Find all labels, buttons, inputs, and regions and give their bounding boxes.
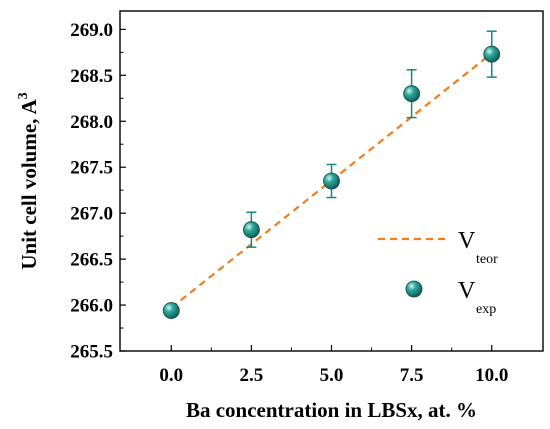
y-tick-label: 267.0 [70, 204, 113, 225]
legend-exp-label: V [458, 278, 476, 304]
exp-data-point [323, 172, 340, 190]
x-tick-label: 5.0 [320, 365, 344, 386]
legend-teor-subscript: teor [476, 252, 498, 267]
legend-exp-subscript: exp [476, 302, 496, 317]
y-tick-label: 269.0 [70, 20, 113, 41]
x-axis-title: Ba concentration in LBSx, at. % [186, 398, 477, 422]
y-axis-title: Unit cell volume, A3 [16, 92, 41, 269]
x-axis: 0.0 2.5 5.0 7.5 10.0 [159, 345, 508, 386]
y-tick-label: 265.5 [70, 342, 113, 363]
x-tick-label: 7.5 [400, 365, 424, 386]
y-tick-label: 267.5 [70, 158, 113, 179]
y-tick-label: 268.5 [70, 66, 113, 87]
y-tick-label: 266.0 [70, 296, 113, 317]
x-tick-label: 10.0 [475, 365, 508, 386]
plot-area [162, 30, 501, 319]
y-axis: 265.5 266.0 266.5 267.0 267.5 268.0 268.5 269.0 [70, 20, 126, 363]
exp-data-point [242, 221, 260, 239]
legend-teor-label: V [458, 228, 476, 254]
legend-exp-swatch [405, 280, 423, 298]
x-tick-label: 2.5 [240, 365, 264, 386]
y-axis-title-superscript: 3 [16, 92, 31, 99]
exp-data-point [483, 45, 501, 63]
x-tick-label: 0.0 [159, 365, 183, 386]
axis-titles: Ba concentration in LBSx, at. % Unit cell… [16, 92, 477, 422]
y-tick-label: 268.0 [70, 112, 113, 133]
exp-data-point [162, 302, 180, 319]
y-tick-label: 266.5 [70, 250, 113, 271]
exp-data-point [403, 85, 421, 103]
